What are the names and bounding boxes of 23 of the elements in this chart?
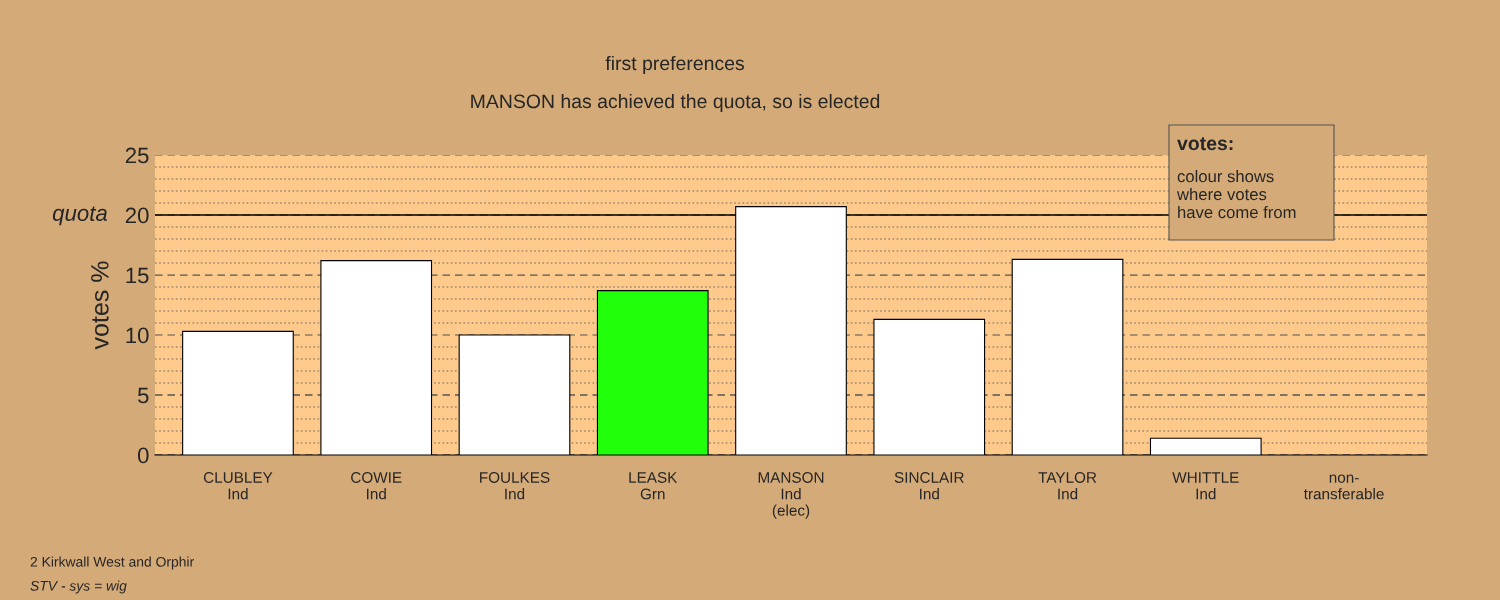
text: votes:	[1177, 137, 1233, 151]
chart-subtitle: MANSON has achieved the quota, so is elected	[471, 93, 880, 113]
x-tick-label: FOULKES Ind	[480, 472, 550, 500]
y-tick-label: 5	[137, 387, 149, 404]
x-tick-label: CLUBLEY Ind	[203, 472, 273, 500]
y-tick-label: 15	[126, 267, 149, 284]
x-tick-label: TAYLOR Ind	[1038, 472, 1097, 500]
x-tick-label: MANSON Ind (elec)	[758, 472, 824, 519]
ref-line-label: quota	[52, 206, 108, 226]
x-tick-label: LEASK Grn	[629, 472, 678, 500]
y-tick-label: 0	[137, 447, 149, 464]
text: STV - sys = wig	[30, 580, 127, 594]
y-axis-title: votes %	[91, 261, 109, 350]
y-tick-label: 10	[126, 327, 149, 344]
x-tick-label: SINCLAIR Ind	[894, 472, 964, 500]
chart-title: first preferences	[605, 55, 745, 75]
annotation: colour shows where votes have come from	[1176, 170, 1296, 219]
x-tick-label: COWIE Ind	[351, 472, 402, 500]
x-tick-label: WHITTLE Ind	[1172, 472, 1239, 500]
y-tick-label: 25	[125, 147, 149, 164]
y-tick-label: 20	[125, 207, 149, 224]
text: 2 Kirkwall West and Orphir	[30, 556, 194, 570]
x-tick-label: non- transferable	[1303, 474, 1384, 500]
